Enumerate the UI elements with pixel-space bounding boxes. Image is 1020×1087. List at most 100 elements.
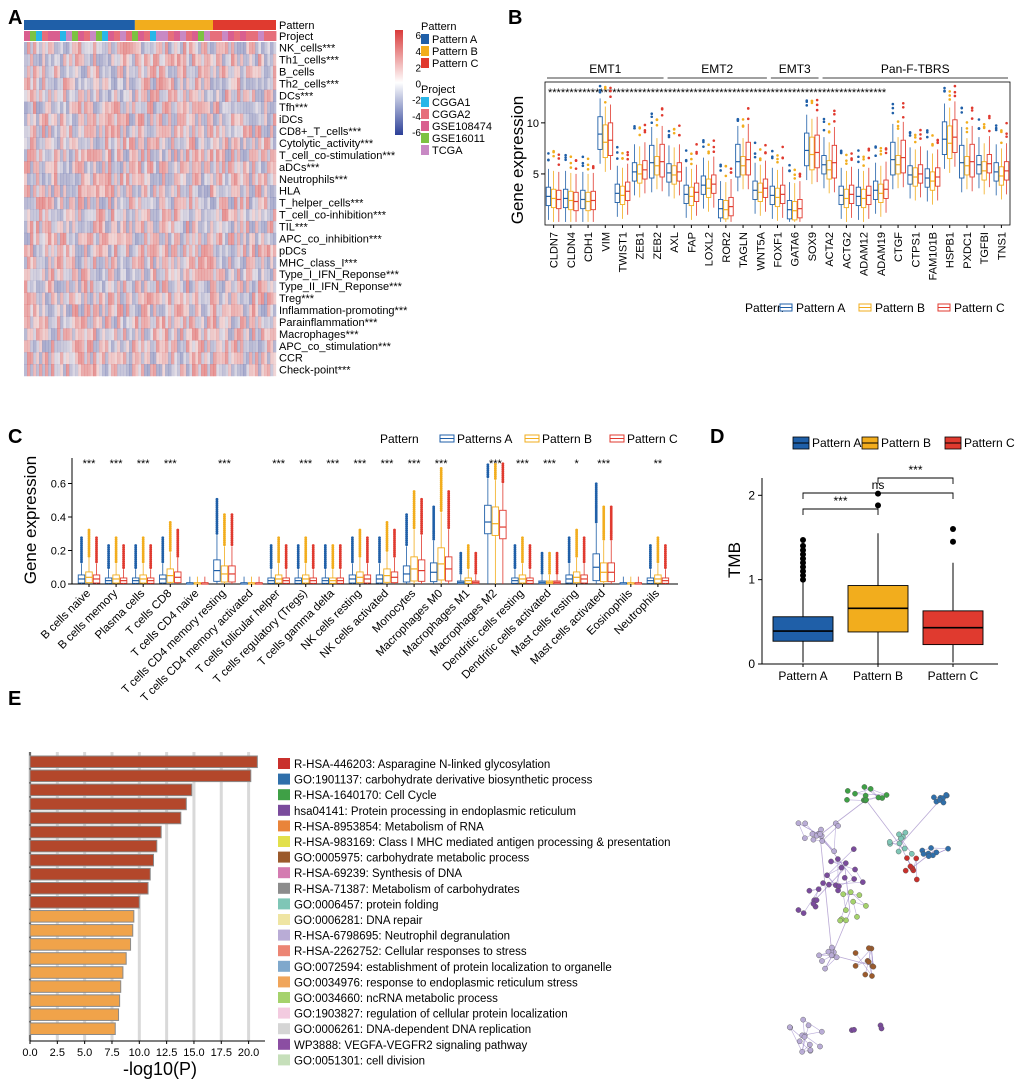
outlier-point (311, 550, 315, 553)
heatmap-cell (135, 53, 139, 67)
category-tick-label: Pattern A (778, 669, 827, 683)
outlier-point (176, 538, 180, 542)
heatmap-cell (273, 101, 277, 114)
outlier-point (168, 535, 172, 538)
heatmap-cell (237, 220, 241, 234)
legend-label: Pattern C (627, 432, 678, 446)
heatmap-cell (51, 304, 55, 317)
project-annotation-segment (108, 31, 115, 41)
heatmap-cell (63, 161, 67, 174)
heatmap-cell (51, 185, 55, 198)
outlier-point (513, 556, 517, 559)
heatmap-cell (138, 137, 142, 150)
heatmap-cell (108, 125, 112, 138)
heatmap-cell (219, 328, 223, 341)
outlier-point (215, 497, 219, 501)
heatmap-cell (252, 173, 256, 186)
heatmap-cell (258, 304, 262, 317)
outlier-point (311, 562, 315, 565)
heatmap-cell (150, 316, 154, 329)
heatmap-cell (78, 304, 82, 317)
outlier-point (552, 154, 555, 158)
heatmap-row-label: aDCs*** (279, 162, 320, 174)
heatmap-cell (93, 292, 97, 305)
outlier-point (296, 548, 300, 551)
heatmap-cell (45, 137, 49, 150)
heatmap-cell (81, 340, 85, 353)
outlier-point (269, 558, 273, 561)
heatmap-cell (156, 220, 160, 234)
heatmap-cell (138, 42, 142, 55)
heatmap-cell (63, 113, 67, 126)
heatmap-cell (42, 113, 46, 126)
heatmap-cell (192, 113, 196, 126)
outlier-point (87, 546, 91, 550)
outlier-point (269, 562, 273, 565)
heatmap-cell (246, 352, 250, 365)
heatmap-cell (102, 53, 106, 67)
heatmap-cell (96, 113, 100, 126)
outlier-point (557, 153, 561, 156)
heatmap-cell (270, 316, 274, 329)
outlier-point (134, 562, 138, 565)
heatmap-cell (213, 352, 217, 365)
outlier-point (609, 89, 612, 93)
project-annotation-segment (162, 31, 169, 41)
heatmap-cell (105, 304, 109, 317)
outlier-point (149, 562, 153, 565)
heatmap-cell (78, 77, 82, 91)
y-tick-label: 1 (748, 573, 755, 587)
project-annotation-segment (228, 31, 235, 41)
heatmap-cell (51, 232, 55, 246)
heatmap-cell (138, 256, 142, 269)
heatmap-cell (159, 173, 163, 186)
heatmap-cell (87, 185, 91, 198)
heatmap-cell (156, 364, 160, 377)
outlier-point (311, 548, 315, 551)
heatmap-cell (141, 328, 145, 341)
network-edge (855, 948, 872, 967)
heatmap-cell (165, 364, 169, 377)
outlier-point (474, 553, 478, 557)
network-node (805, 1022, 812, 1029)
outlier-point (603, 85, 607, 89)
heatmap-cell (261, 280, 265, 293)
outlier-point (594, 512, 598, 516)
heatmap-cell (180, 280, 184, 293)
heatmap-cell (195, 292, 199, 305)
heatmap-cell (81, 185, 85, 198)
heatmap-cell (81, 220, 85, 234)
outlier-point (649, 558, 652, 561)
heatmap-cell (207, 197, 211, 210)
heatmap-cell (27, 42, 31, 55)
legend-label: Pattern C (432, 58, 479, 70)
network-node (836, 883, 842, 890)
heatmap-row-label: Type_I_IFN_Reponse*** (279, 269, 400, 281)
heatmap-cell (78, 232, 82, 246)
heatmap-cell (273, 137, 277, 150)
heatmap-cell (105, 220, 109, 234)
heatmap-cell (219, 113, 223, 126)
heatmap-cell (204, 53, 208, 67)
significance-label: *** (381, 458, 395, 470)
network-node (851, 876, 857, 882)
heatmap-cell (198, 42, 202, 55)
project-annotation-segment (36, 31, 43, 41)
heatmap-cell (114, 304, 118, 317)
outlier-point (548, 571, 551, 575)
outlier-point (134, 552, 138, 555)
heatmap-cell (213, 256, 217, 269)
heatmap-cell (261, 53, 265, 67)
heatmap-cell (192, 65, 196, 79)
outlier-point (474, 551, 478, 555)
heatmap-cell (174, 364, 178, 377)
heatmap-cell (27, 53, 31, 67)
outlier-point (781, 145, 784, 149)
heatmap-cell (24, 364, 28, 377)
heatmap-cell (267, 149, 271, 162)
outlier-point (582, 558, 586, 562)
heatmap-cell (243, 197, 247, 210)
outlier-point (87, 528, 91, 532)
heatmap-cell (240, 280, 244, 293)
heatmap-cell (204, 113, 208, 126)
